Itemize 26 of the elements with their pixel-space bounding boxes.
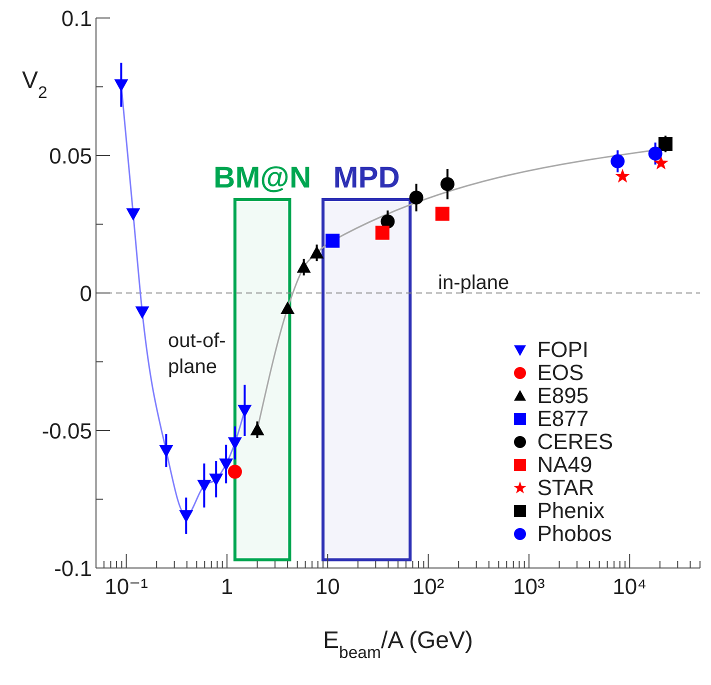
legend-label: E895	[537, 383, 589, 408]
legend-label: EOS	[537, 360, 584, 385]
x-tick-label: 1	[220, 574, 234, 599]
x-tick-label: 10⁻¹	[104, 574, 148, 599]
annotation: in-plane	[438, 271, 510, 296]
legend-label: Phobos	[537, 521, 612, 546]
x-tick-label: 10²	[412, 574, 444, 599]
legend-label: Phenix	[537, 498, 604, 523]
x-tick-label: 10⁴	[612, 574, 647, 599]
y-tick-label: 0	[80, 281, 92, 306]
x-axis-title: E$_{beam}$/A (GeV)	[322, 627, 474, 662]
y-tick-label: 0.1	[61, 6, 92, 31]
legend-label: STAR	[537, 475, 594, 500]
legend-label: NA49	[537, 452, 592, 477]
annotation: out-of-plane	[168, 329, 226, 380]
legend-label: E877	[537, 406, 589, 431]
legend-label: CERES	[537, 429, 613, 454]
band-label: MPD	[333, 162, 400, 194]
legend-label: FOPI	[537, 337, 589, 362]
y-axis-title: V$_{2}$	[22, 67, 48, 102]
band-label: BM@N	[214, 162, 312, 194]
y-tick-label: 0.05	[49, 144, 92, 168]
y-tick-label: -0.05	[42, 418, 92, 444]
x-tick-label: 10	[315, 574, 340, 599]
x-tick-label: 10³	[513, 574, 545, 599]
y-tick-label: -0.1	[54, 556, 92, 581]
